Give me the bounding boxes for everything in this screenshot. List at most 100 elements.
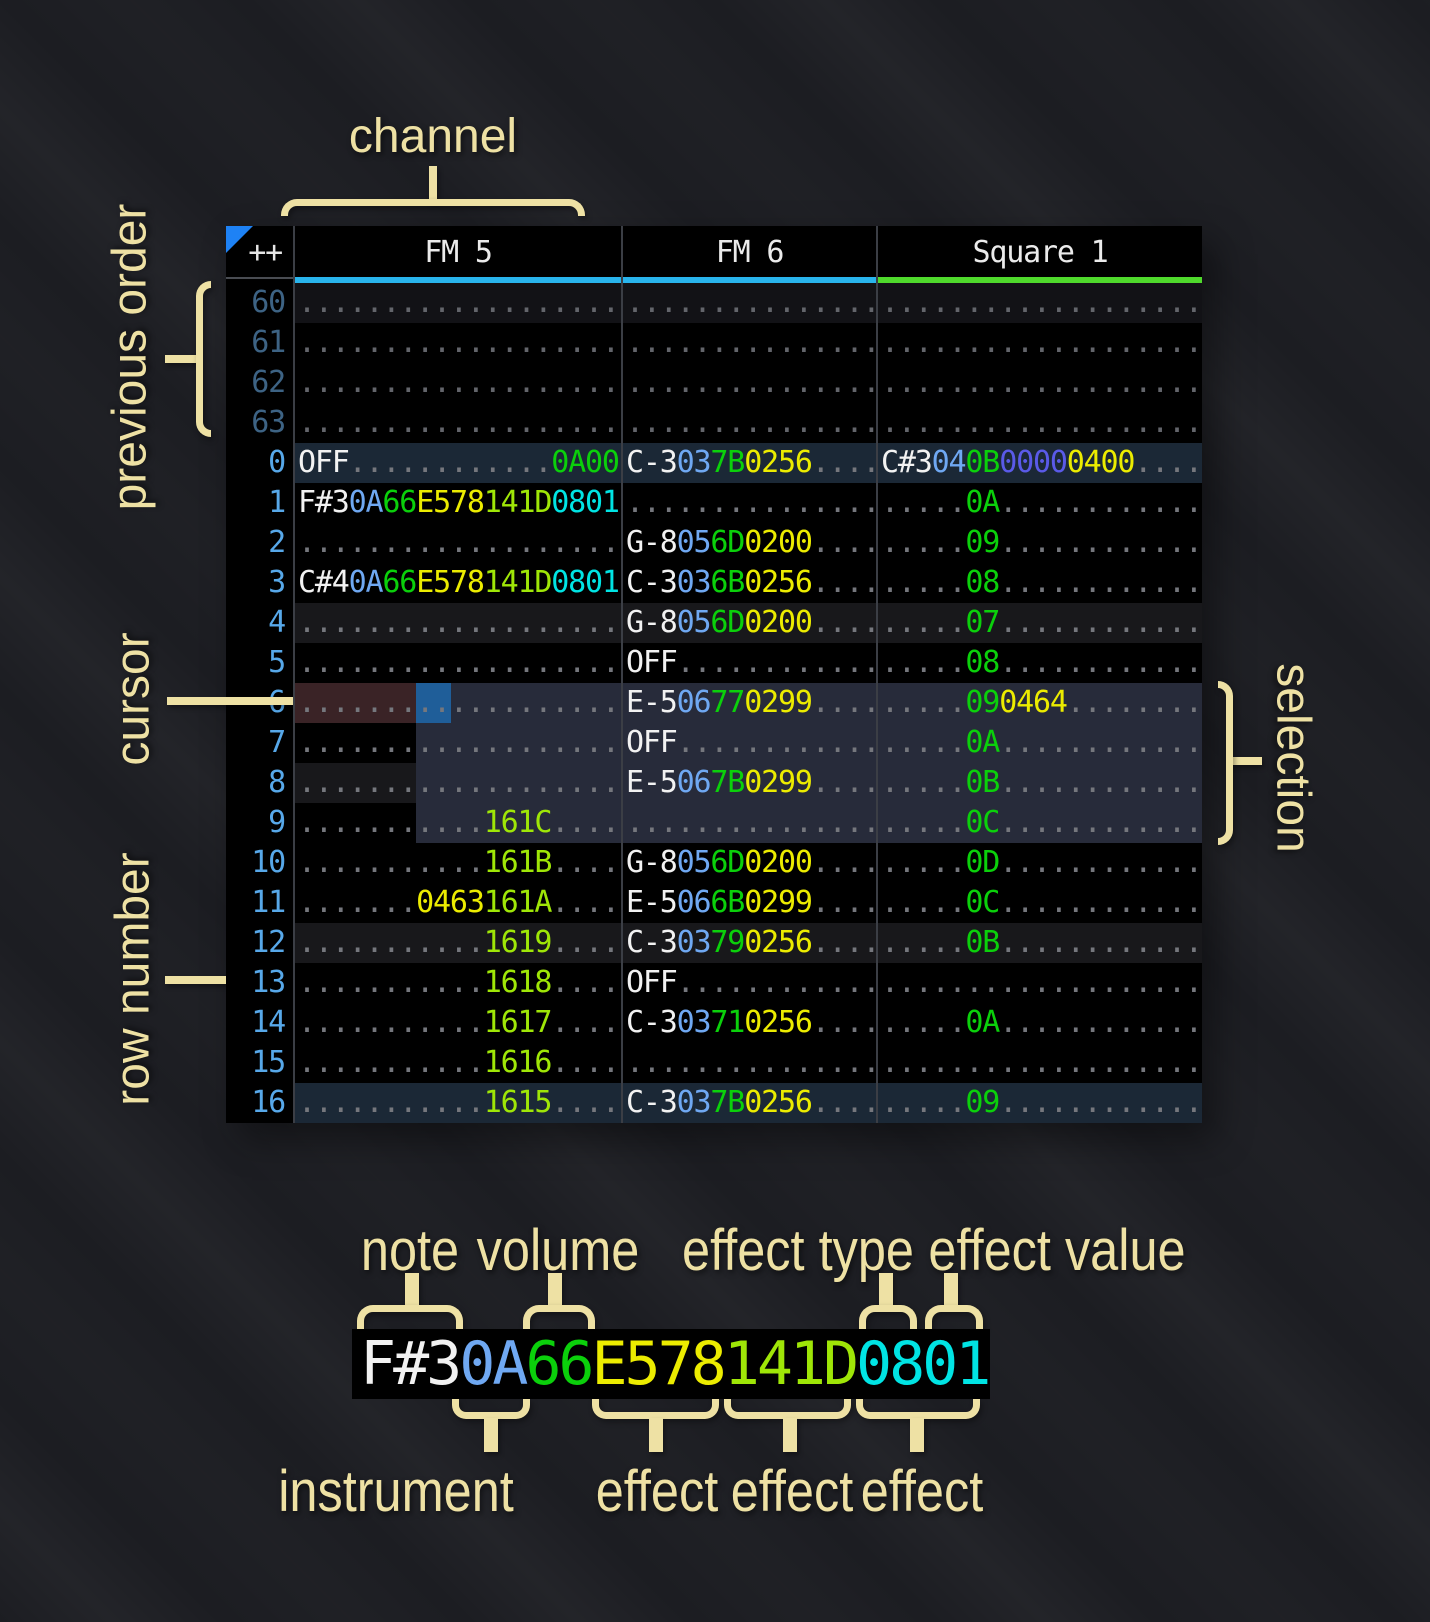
pattern-cell[interactable]: E-5066B0299.... (623, 883, 880, 923)
pattern-cell[interactable]: OFF............ (623, 963, 880, 1003)
pattern-cell[interactable]: OFF............ (623, 643, 880, 683)
pattern-cell[interactable]: .....08............ (878, 563, 1203, 603)
pattern-segment-vol: 6D (710, 845, 745, 880)
pattern-segment-dot: ................... (881, 365, 1203, 400)
pattern-cell[interactable]: ................... (295, 403, 621, 443)
pattern-cell[interactable]: ...........1619.... (295, 923, 621, 963)
column-separator (621, 226, 623, 1123)
pattern-cell[interactable]: .....0B............ (878, 763, 1203, 803)
pattern-cell[interactable]: .....0A............ (878, 1003, 1203, 1043)
pattern-segment-dot: ................... (881, 965, 1203, 1000)
column-separator (293, 226, 295, 1123)
pattern-segment-dot: ............ (676, 645, 881, 680)
pattern-cell[interactable]: G-8056D0200.... (623, 843, 880, 883)
pattern-cell[interactable]: ................... (295, 283, 621, 323)
effect2-callout-stem (783, 1418, 797, 1452)
pattern-cell[interactable]: ...........1618.... (295, 963, 621, 1003)
pattern-segment-ins: 03 (676, 1085, 712, 1120)
pattern-cell[interactable]: ................... (878, 323, 1203, 363)
corner-underline (226, 277, 293, 279)
channel-header-fm5[interactable]: FM 5 (424, 235, 493, 270)
pattern-segment-dot: ..... (881, 685, 967, 720)
pattern-cell[interactable]: G-8056D0200.... (623, 603, 880, 643)
pattern-cell[interactable]: ...........1615.... (295, 1083, 621, 1123)
pattern-cell[interactable]: ............... (623, 323, 880, 363)
row-number: 0 (268, 445, 286, 480)
pattern-cell[interactable]: C-3037B0256.... (623, 1083, 880, 1123)
pattern-cell[interactable]: C-303710256.... (623, 1003, 880, 1043)
pattern-segment-vol: 07 (965, 605, 1000, 640)
pattern-cell[interactable]: .....090464........ (878, 683, 1203, 723)
pattern-cell[interactable]: .....0C............ (878, 803, 1203, 843)
pattern-cell[interactable]: G-8056D0200.... (623, 523, 880, 563)
pattern-cell[interactable]: ...........1616.... (295, 1043, 621, 1083)
pattern-corner-cell[interactable]: ++ (226, 226, 293, 277)
pattern-segment-dot: ..... (881, 605, 967, 640)
pattern-segment-note: C-3 (626, 445, 678, 480)
pattern-cell[interactable]: .....08............ (878, 643, 1203, 683)
pattern-cell[interactable]: .....09............ (878, 523, 1203, 563)
pattern-cell[interactable]: F#30A66E578141D0801 (295, 483, 621, 523)
pattern-segment-ins: 03 (676, 445, 712, 480)
pattern-rows: 60......................................… (226, 283, 1203, 1123)
pattern-segment-dot: ................... (298, 365, 620, 400)
pattern-cell[interactable]: C-3037B0256.... (623, 443, 880, 483)
pattern-cell[interactable]: .....0B............ (878, 923, 1203, 963)
pattern-cell[interactable]: ............... (623, 363, 880, 403)
pattern-segment-vol: 66 (382, 565, 417, 600)
pattern-cell[interactable]: OFF............0A00 (295, 443, 621, 483)
pattern-cell[interactable]: ...........161B.... (295, 843, 621, 883)
pattern-segment-fxy: 0200 (744, 605, 813, 640)
pattern-cell[interactable]: ................... (295, 603, 621, 643)
pattern-cell[interactable]: .....09............ (878, 1083, 1203, 1123)
pattern-segment-note: C-3 (626, 1005, 678, 1040)
pattern-cell[interactable]: ................... (295, 323, 621, 363)
channel-header-fm6[interactable]: FM 6 (715, 235, 785, 270)
pattern-cell[interactable]: OFF............ (623, 723, 880, 763)
pattern-cell[interactable]: C-303790256.... (623, 923, 880, 963)
pattern-cell[interactable]: ................... (295, 643, 621, 683)
channel-header-square1[interactable]: Square 1 (972, 235, 1108, 270)
pattern-cell[interactable]: ............... (623, 1043, 880, 1083)
pattern-cell[interactable]: ................... (295, 723, 621, 763)
pattern-cell[interactable]: .......0463161A.... (295, 883, 621, 923)
pattern-cell[interactable]: ...........161C.... (295, 803, 621, 843)
row-number: 2 (268, 525, 286, 560)
pattern-segment-note: OFF (626, 725, 678, 760)
pattern-cell[interactable]: ............... (623, 403, 880, 443)
pattern-segment-dot: ................... (298, 285, 620, 320)
pattern-cell[interactable]: .....0A............ (878, 723, 1203, 763)
pattern-cell[interactable]: .....0A............ (878, 483, 1203, 523)
pattern-row: 11 .......0463161A.... E-5066B0299........… (226, 883, 1203, 923)
pattern-cell[interactable]: ................... (295, 363, 621, 403)
pattern-cell[interactable]: E-506770299.... (623, 683, 880, 723)
pattern-cell[interactable]: C-3036B0256.... (623, 563, 880, 603)
pattern-cell[interactable]: ................... (295, 523, 621, 563)
pattern-cell[interactable]: E-5067B0299.... (623, 763, 880, 803)
pattern-cell[interactable]: .....07............ (878, 603, 1203, 643)
pattern-cell[interactable]: .....0C............ (878, 883, 1203, 923)
pattern-cell[interactable]: C#40A66E578141D0801 (295, 563, 621, 603)
pattern-cell[interactable]: ................... (878, 363, 1203, 403)
selection-callout-bracket (1218, 681, 1233, 845)
pattern-cell[interactable]: ................... (878, 963, 1203, 1003)
pattern-segment-note: E-5 (626, 685, 678, 720)
pattern-segment-dot: ............... (626, 405, 880, 440)
pattern-cell[interactable]: ................... (295, 763, 621, 803)
pattern-segment-dot: ............... (626, 1045, 880, 1080)
pattern-cell[interactable]: ................... (878, 403, 1203, 443)
pattern-cell[interactable]: ............... (623, 803, 880, 843)
pattern-cell[interactable]: ................... (878, 1043, 1203, 1083)
column-separator (876, 226, 878, 1123)
pattern-segment-note: OFF (626, 965, 678, 1000)
pattern-cell[interactable]: ............... (623, 483, 880, 523)
pattern-cell[interactable]: ................... (295, 683, 621, 723)
pattern-cell[interactable]: C#3040B00000400.... (878, 443, 1203, 483)
pattern-cell[interactable]: ................... (878, 283, 1203, 323)
pattern-row: 60......................................… (226, 283, 1203, 323)
pattern-cell[interactable]: .....0D............ (878, 843, 1203, 883)
pattern-cell[interactable]: ............... (623, 283, 880, 323)
pattern-segment-fxy: 0256 (744, 1085, 813, 1120)
pattern-cell[interactable]: ...........1617.... (295, 1003, 621, 1043)
